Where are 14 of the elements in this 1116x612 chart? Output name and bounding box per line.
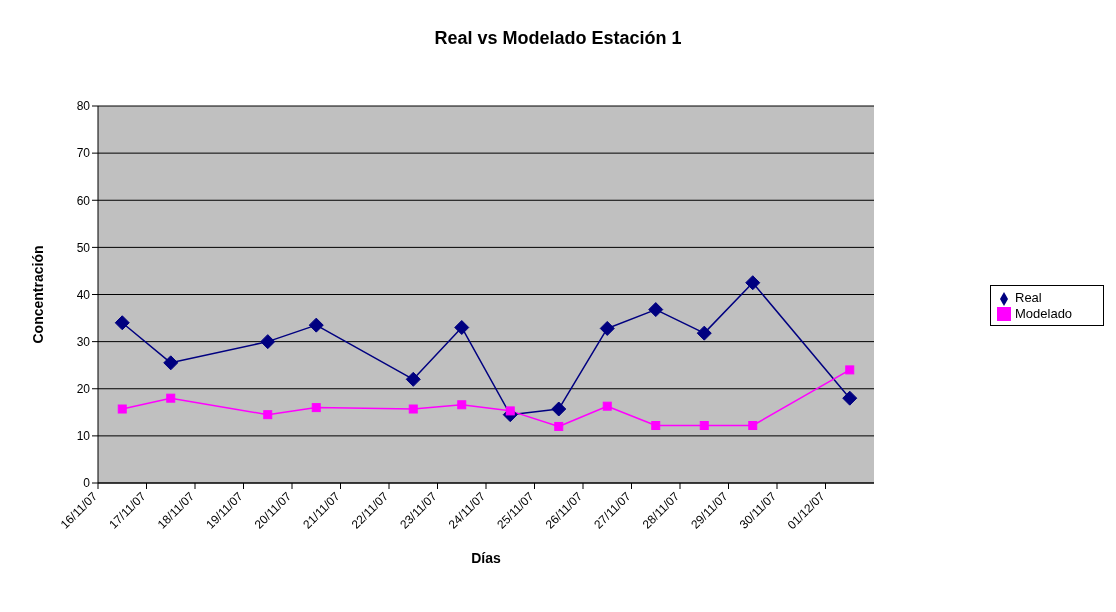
y-tick-label: 70 bbox=[76, 146, 91, 161]
x-axis-title: Días bbox=[471, 550, 501, 566]
y-tick-label: 50 bbox=[76, 240, 91, 255]
y-tick-label: 40 bbox=[76, 287, 91, 302]
y-tick-label: 60 bbox=[76, 193, 91, 208]
chart-title: Real vs Modelado Estación 1 bbox=[433, 28, 683, 49]
y-tick-label: 30 bbox=[76, 334, 91, 349]
y-axis-title: Concentración bbox=[29, 245, 46, 344]
legend-label: Modelado bbox=[1015, 305, 1073, 321]
y-tick-label: 10 bbox=[76, 429, 91, 444]
legend-label: Real bbox=[1015, 289, 1042, 305]
y-tick-label: 20 bbox=[76, 382, 91, 397]
y-tick-label: 80 bbox=[76, 99, 91, 114]
y-tick-label: 0 bbox=[83, 476, 91, 491]
